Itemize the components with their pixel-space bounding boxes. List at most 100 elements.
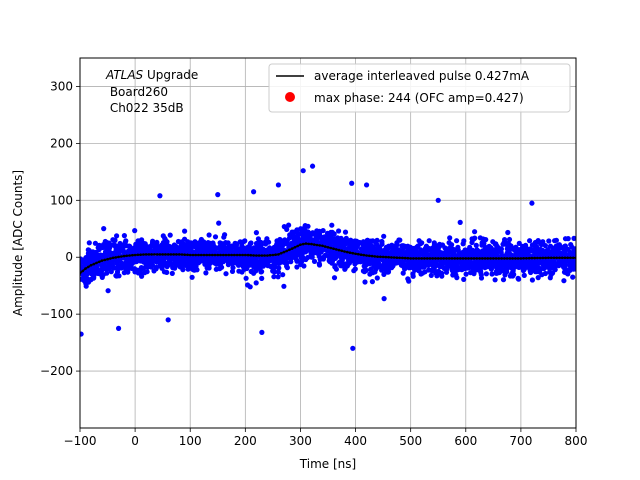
sample-point: [431, 240, 437, 246]
sample-point: [461, 238, 467, 244]
sample-point: [571, 235, 576, 241]
sample-point: [527, 238, 533, 244]
average-pulse-point: [323, 245, 327, 248]
average-pulse-point: [175, 253, 178, 256]
annotation-line-1: ATLAS Upgrade: [105, 68, 198, 82]
sample-point: [426, 238, 432, 244]
average-pulse-point: [549, 256, 553, 260]
sample-point: [429, 267, 436, 274]
average-pulse-point: [362, 253, 366, 257]
sample-point: [540, 249, 546, 255]
average-pulse-point: [541, 256, 545, 260]
sample-point: [350, 345, 356, 351]
y-tick-label: −100: [40, 307, 73, 321]
average-pulse-point: [81, 269, 85, 273]
x-tick-label: 600: [454, 434, 477, 448]
sample-point: [189, 256, 195, 262]
sample-point: [145, 264, 151, 270]
sample-point: [275, 182, 281, 188]
sample-point: [293, 248, 300, 254]
sample-point: [286, 222, 292, 228]
average-pulse-point: [373, 255, 377, 258]
sample-point: [183, 248, 189, 254]
average-pulse-point: [335, 248, 338, 251]
y-axis-ticks: −200 −100 0 100 200 300: [40, 79, 80, 378]
y-axis-label: Amplitude [ADC Counts]: [11, 170, 25, 316]
average-pulse-point: [401, 256, 404, 260]
sample-point: [508, 252, 514, 258]
average-pulse-point: [370, 254, 374, 258]
sample-point: [299, 228, 305, 234]
average-pulse-point: [142, 253, 145, 256]
sample-point: [439, 273, 445, 279]
sample-point: [525, 260, 531, 267]
sample-point: [323, 252, 329, 258]
average-pulse-point: [304, 242, 308, 245]
average-pulse-point: [563, 256, 567, 260]
sample-point: [521, 260, 527, 266]
x-tick-label: 400: [344, 434, 367, 448]
average-pulse-point: [560, 256, 564, 260]
average-pulse-point: [481, 257, 484, 260]
sample-point: [165, 317, 171, 323]
sample-point: [170, 265, 176, 271]
sample-point: [338, 235, 344, 241]
average-pulse-point: [354, 252, 357, 256]
sample-point: [111, 250, 118, 256]
sample-point: [435, 197, 441, 203]
legend-box: [268, 63, 571, 113]
sample-point: [390, 248, 396, 254]
sample-point: [385, 262, 391, 268]
average-pulse-point: [453, 257, 457, 260]
average-pulse-point: [552, 256, 556, 260]
sample-point: [453, 262, 459, 268]
sample-point: [469, 252, 475, 259]
sample-point: [149, 240, 156, 246]
sample-point: [102, 266, 108, 272]
sample-point: [189, 262, 195, 268]
average-pulse-point: [238, 253, 242, 257]
sample-point: [329, 222, 335, 228]
sample-point: [102, 238, 108, 245]
average-pulse-point: [268, 253, 272, 257]
sample-point: [212, 234, 219, 240]
sample-point: [276, 242, 282, 248]
sample-point: [528, 248, 534, 254]
sample-point: [104, 245, 110, 251]
average-pulse-point: [403, 256, 407, 260]
sample-point: [138, 240, 144, 246]
average-pulse-point: [409, 257, 413, 260]
average-pulse-point: [392, 256, 396, 259]
sample-point: [309, 163, 316, 169]
average-pulse-point: [244, 253, 247, 257]
sample-point: [144, 269, 150, 275]
sample-point: [230, 265, 236, 271]
average-pulse-point: [125, 254, 129, 258]
average-pulse-point: [445, 257, 448, 260]
sample-point: [275, 247, 281, 253]
average-pulse-point: [235, 253, 239, 257]
sample-point: [450, 249, 456, 255]
average-pulse-point: [527, 256, 531, 260]
sample-point: [534, 260, 541, 267]
average-pulse-point: [117, 255, 120, 259]
sample-point: [447, 235, 453, 241]
sample-point: [546, 238, 552, 244]
sample-point: [362, 279, 368, 285]
sample-point: [301, 263, 307, 269]
sample-point: [478, 251, 485, 257]
sample-point: [472, 229, 478, 235]
sample-point: [275, 269, 281, 275]
average-pulse-point: [230, 253, 233, 257]
sample-point: [96, 242, 102, 248]
average-pulse-point: [321, 244, 324, 248]
average-pulse-point: [406, 256, 410, 260]
sample-point: [257, 248, 263, 254]
average-pulse-point: [213, 253, 217, 257]
sample-point: [383, 251, 389, 257]
sample-point: [547, 243, 554, 249]
average-pulse-point: [191, 253, 195, 257]
average-pulse-point: [497, 257, 501, 260]
sample-point: [217, 249, 223, 255]
